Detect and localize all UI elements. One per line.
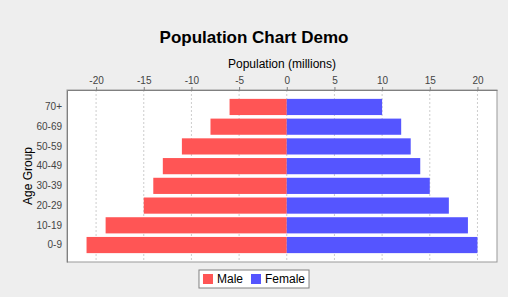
bar — [153, 178, 286, 194]
tick: 60-69 — [36, 121, 62, 132]
chart-title: Population Chart Demo — [160, 28, 349, 47]
bar — [230, 99, 287, 115]
axis-line — [67, 91, 68, 263]
tick-label: 60-69 — [36, 121, 62, 132]
legend-label: Male — [217, 272, 243, 286]
grid-line — [382, 90, 383, 262]
background — [0, 0, 508, 297]
bar — [287, 158, 420, 174]
grid-line — [96, 90, 97, 262]
bar — [287, 99, 382, 115]
tick-mark — [287, 87, 288, 90]
tick-mark — [382, 87, 383, 90]
tick: -15 — [137, 75, 152, 90]
tick: 20 — [472, 75, 484, 90]
legend-box — [199, 270, 309, 288]
bar — [182, 138, 287, 154]
tick-label: 50-59 — [36, 141, 62, 152]
bar — [287, 217, 468, 233]
tick: 20-29 — [36, 200, 62, 211]
tick-label: 5 — [332, 75, 338, 86]
tick-label: 40-49 — [36, 160, 62, 171]
bars — [87, 99, 478, 253]
tick-mark — [96, 87, 97, 90]
bar — [106, 217, 287, 233]
x-axis: -20 -15 -10 -5 0 5 10 15 20 — [68, 75, 498, 91]
grid-line — [477, 90, 478, 262]
tick-label: 10 — [377, 75, 389, 86]
tick-mark — [239, 87, 240, 90]
axis-line — [68, 90, 498, 91]
tick-label: 0 — [284, 75, 290, 86]
bar — [144, 198, 287, 214]
tick-label: 70+ — [45, 101, 62, 112]
tick-label: 20-29 — [36, 200, 62, 211]
legend-label: Female — [265, 272, 305, 286]
grid-line — [191, 90, 192, 262]
tick: -5 — [235, 75, 244, 90]
legend-swatch — [203, 274, 213, 284]
chart: Population Chart Demo -20 -15 -10 -5 0 5 10 15 20… — [0, 0, 508, 297]
tick-label: -20 — [89, 75, 104, 86]
grid — [96, 90, 477, 262]
grid-line — [429, 90, 430, 262]
y-axis: 70+ 60-69 50-59 40-49 30-39 20-29 10-19 0-9 — [36, 91, 67, 263]
tick: 15 — [425, 75, 437, 90]
grid-line — [334, 90, 335, 262]
tick: 30-39 — [36, 180, 62, 191]
tick-label: -10 — [185, 75, 200, 86]
tick-label: 0-9 — [48, 239, 63, 250]
tick: 5 — [332, 75, 338, 90]
tick: -10 — [185, 75, 200, 90]
bar — [87, 237, 287, 253]
tick-mark — [144, 87, 145, 90]
x-axis-title: Population (millions) — [228, 57, 336, 71]
plot-area — [67, 90, 497, 262]
grid-line — [239, 90, 240, 262]
bar — [287, 138, 411, 154]
tick: 0-9 — [48, 239, 63, 250]
tick-label: -5 — [235, 75, 244, 86]
tick-label: 30-39 — [36, 180, 62, 191]
plot-frame — [67, 90, 497, 262]
tick-label: 15 — [425, 75, 437, 86]
tick: 0 — [284, 75, 290, 90]
tick: 40-49 — [36, 160, 62, 171]
legend-swatch — [251, 274, 261, 284]
tick-mark — [477, 87, 478, 90]
bar — [163, 158, 287, 174]
tick-label: -15 — [137, 75, 152, 86]
grid-line — [143, 90, 144, 262]
bar — [210, 119, 286, 135]
tick-label: 10-19 — [36, 220, 62, 231]
tick: -20 — [89, 75, 104, 90]
bar — [287, 237, 478, 253]
legend: Male Female — [199, 270, 309, 288]
tick: 10-19 — [36, 220, 62, 231]
bar — [287, 178, 430, 194]
bar — [287, 198, 449, 214]
tick: 10 — [377, 75, 389, 90]
y-axis-title: Age Group — [21, 147, 35, 205]
tick-mark — [334, 87, 335, 90]
tick-mark — [430, 87, 431, 90]
grid-line — [286, 90, 287, 262]
tick: 50-59 — [36, 141, 62, 152]
tick-mark — [191, 87, 192, 90]
tick-label: 20 — [472, 75, 484, 86]
tick: 70+ — [45, 101, 62, 112]
bar — [287, 119, 401, 135]
